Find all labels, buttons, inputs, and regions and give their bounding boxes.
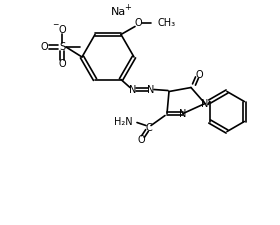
Text: O: O [134, 18, 142, 29]
Text: O: O [58, 59, 66, 69]
Text: N: N [179, 108, 187, 119]
Text: H₂N: H₂N [114, 117, 133, 126]
Text: CH₃: CH₃ [158, 18, 176, 29]
Text: −: − [52, 20, 58, 29]
Text: N: N [129, 85, 137, 94]
Text: O: O [40, 42, 48, 52]
Text: O: O [195, 70, 203, 79]
Text: S: S [59, 42, 65, 52]
Text: +: + [125, 4, 131, 13]
Text: N: N [201, 99, 209, 108]
Text: O: O [58, 25, 66, 35]
Text: O: O [137, 135, 145, 144]
Text: C: C [146, 123, 152, 133]
Text: N: N [147, 85, 155, 94]
Text: Na: Na [110, 7, 126, 17]
